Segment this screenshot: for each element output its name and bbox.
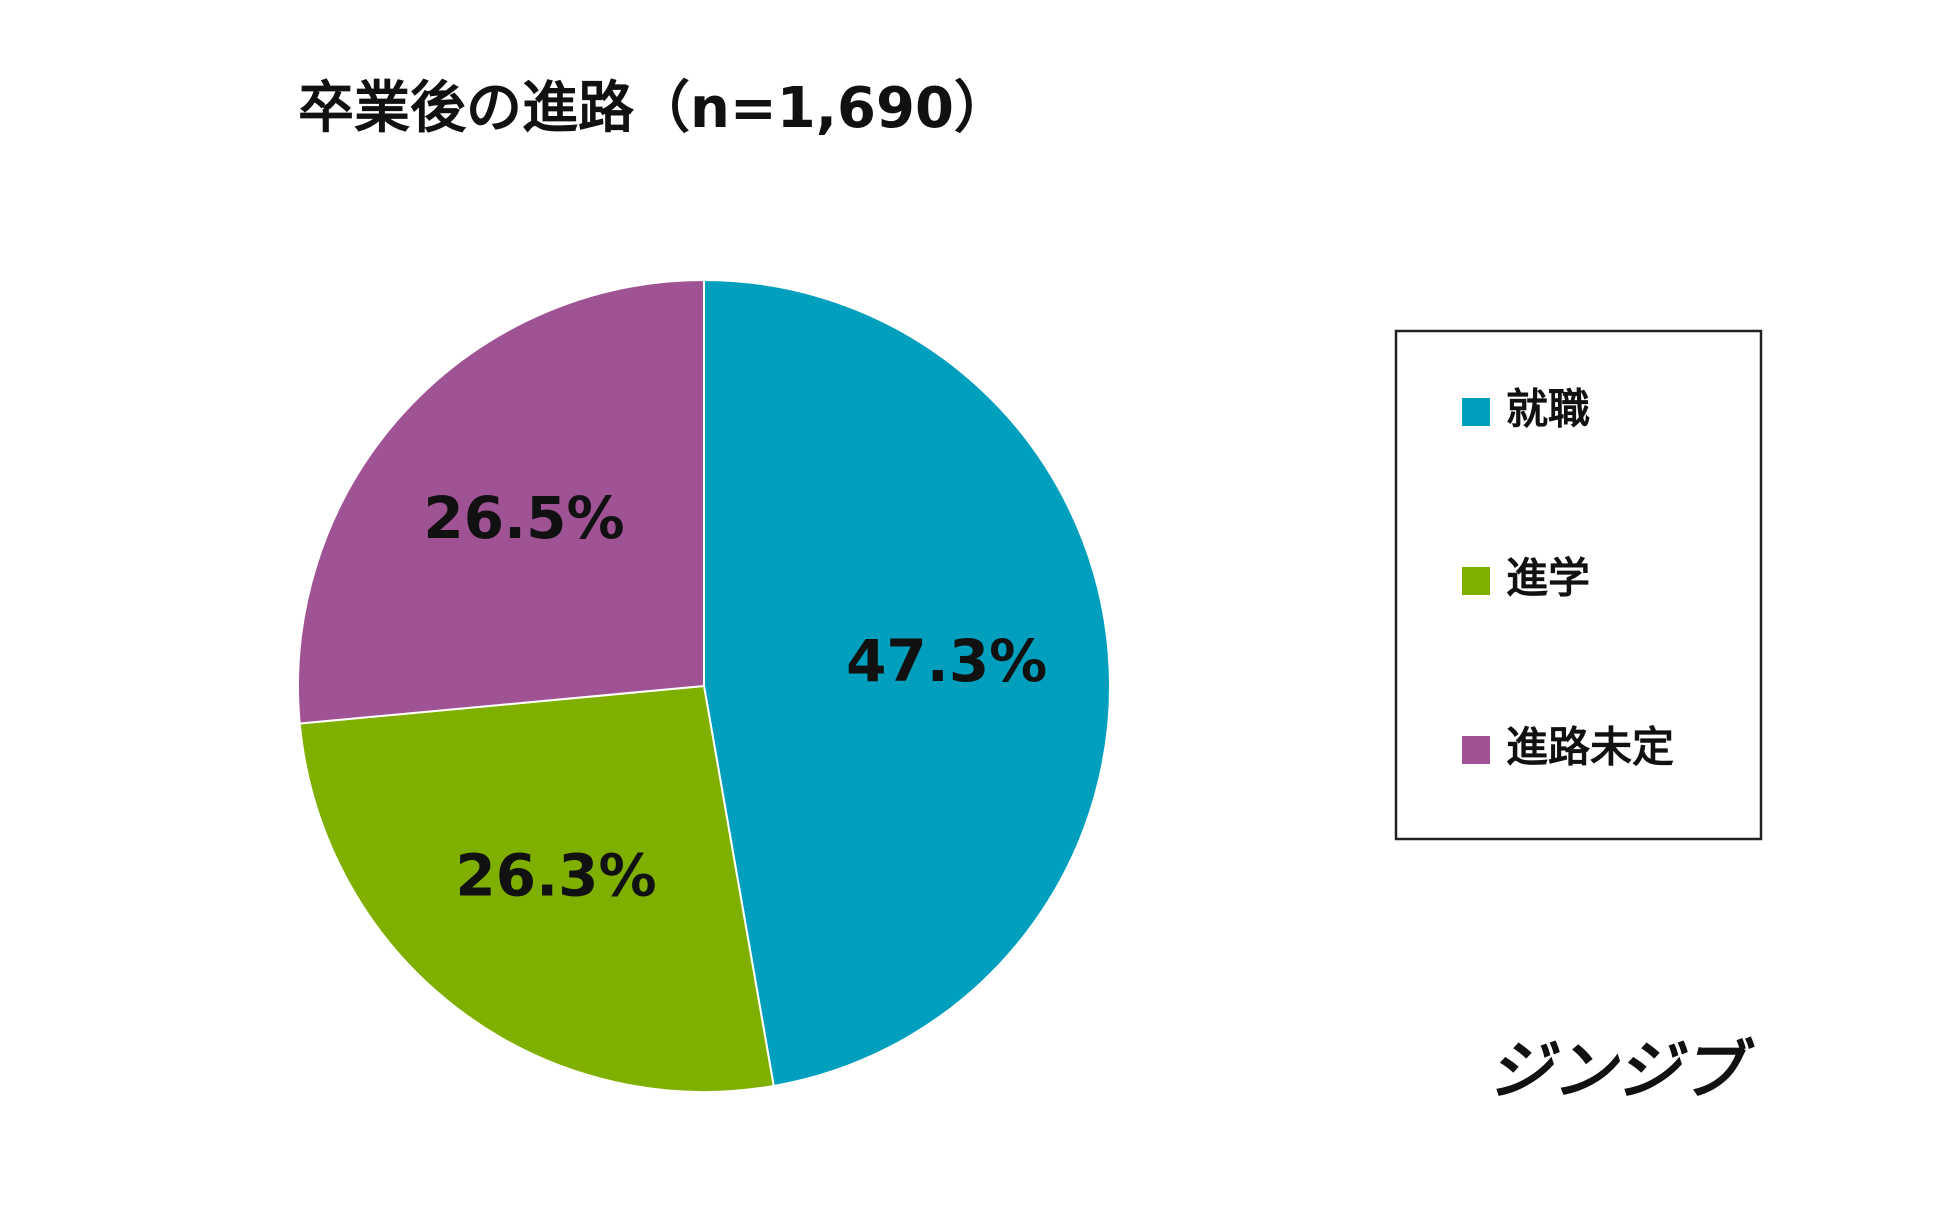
chart-title: 卒業後の進路（n=1,690） — [298, 76, 1010, 141]
legend-label: 就職 — [1506, 385, 1590, 434]
legend-label: 進学 — [1506, 554, 1590, 603]
logo: ジンジブ — [1488, 1035, 1755, 1109]
data-label: 26.3% — [455, 842, 656, 910]
pie-slice — [298, 684, 775, 1093]
legend-swatch — [1462, 398, 1490, 426]
legend-box — [1394, 329, 1763, 841]
legend-swatch — [1462, 567, 1490, 595]
pie-slice — [703, 278, 1112, 1088]
data-label: 47.3% — [846, 627, 1047, 695]
legend-label: 進路未定 — [1506, 723, 1674, 772]
pie-slice — [297, 278, 705, 725]
data-label: 26.5% — [423, 484, 624, 552]
legend-swatch — [1462, 736, 1490, 764]
